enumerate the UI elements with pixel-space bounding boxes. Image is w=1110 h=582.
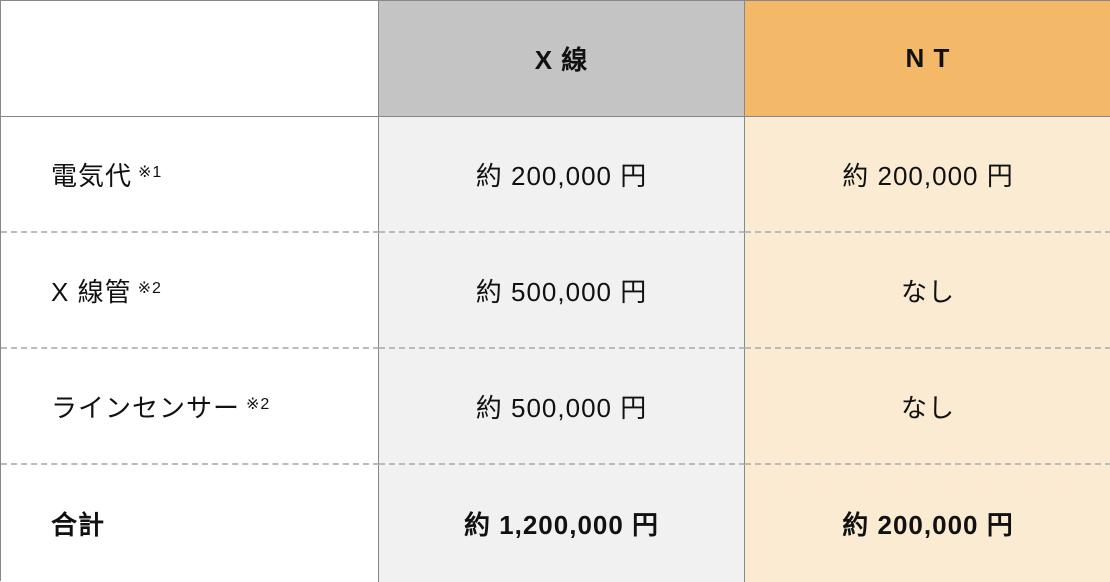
cell-nt: なし [745, 349, 1110, 465]
label-sup: ※2 [246, 394, 270, 414]
row-label-total: 合計 [1, 465, 379, 582]
cell-nt: 約 200,000 円 [745, 117, 1110, 233]
cell-xray-total: 約 1,200,000 円 [379, 465, 745, 582]
cell-xray: 約 500,000 円 [379, 349, 745, 465]
label-text: 合計 [51, 505, 105, 542]
cell-xray: 約 500,000 円 [379, 233, 745, 349]
label-text: X 線管 [51, 272, 132, 309]
cell-xray: 約 200,000 円 [379, 117, 745, 233]
label-sup: ※2 [138, 278, 162, 298]
cell-nt-total: 約 200,000 円 [745, 465, 1110, 582]
label-text: ラインセンサー [51, 388, 240, 425]
row-label: 電気代 ※1 [1, 117, 379, 233]
header-blank [1, 1, 379, 117]
header-xray: X 線 [379, 1, 745, 117]
label-text: 電気代 [51, 156, 132, 193]
row-label: X 線管 ※2 [1, 233, 379, 349]
row-label: ラインセンサー ※2 [1, 349, 379, 465]
label-sup: ※1 [138, 162, 162, 182]
cost-comparison-table: X 線 N T 電気代 ※1 約 200,000 円 約 200,000 円 X… [0, 0, 1110, 581]
header-nt: N T [745, 1, 1110, 117]
cell-nt: なし [745, 233, 1110, 349]
